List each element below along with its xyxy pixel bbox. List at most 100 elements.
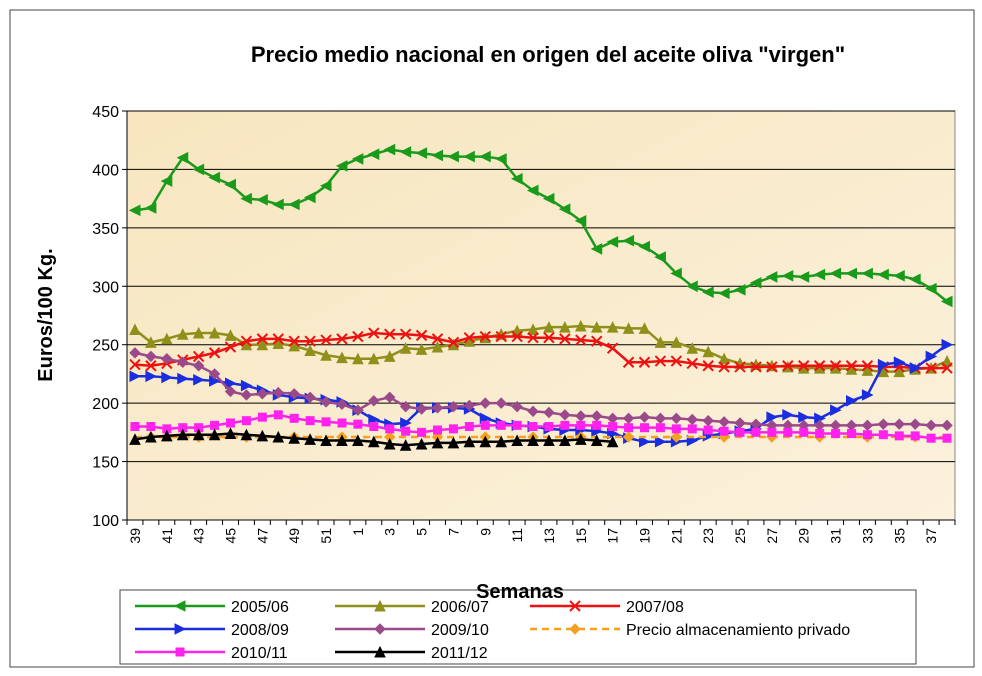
data-point [320,396,332,408]
data-point [431,149,443,162]
data-point [527,405,539,418]
series-line [134,331,948,370]
data-point [224,427,237,440]
data-point [257,412,267,422]
series-line [134,324,948,373]
data-point [129,347,141,359]
data-point [224,385,237,398]
data-point [687,424,697,434]
data-point [431,333,444,345]
data-point [686,280,698,293]
data-point [192,360,205,372]
data-point [352,434,364,447]
data-point [367,352,380,365]
data-point [638,356,651,368]
x-tick-label: 25 [732,528,748,544]
data-point [208,326,221,339]
data-point [303,191,316,204]
data-point [273,410,283,420]
data-point [559,333,571,345]
y-tick-label: 250 [92,338,119,355]
data-point [510,172,523,185]
data-point [447,336,460,349]
data-point [288,432,301,444]
data-point [575,334,587,346]
data-point [797,271,810,283]
data-point [670,412,683,425]
data-point [240,389,253,401]
data-point [559,409,571,421]
data-point [941,362,953,374]
data-point [256,338,269,351]
data-point [940,295,953,308]
data-point [559,321,571,333]
x-tick-label: 29 [796,528,812,544]
data-point [606,236,619,248]
data-point [145,350,157,363]
data-point [415,329,428,342]
data-point [511,400,523,413]
data-point [479,330,491,343]
data-point [512,420,522,430]
data-point [608,422,618,432]
data-point [831,429,841,439]
data-point [463,399,476,412]
data-point [129,370,142,383]
data-point [208,347,221,359]
data-point [351,153,364,165]
data-point [192,163,205,176]
data-point [384,328,396,340]
data-point [210,420,220,430]
plot-area [126,110,956,521]
data-point [288,388,300,400]
x-tick-label: 49 [286,528,302,544]
legend-marker [175,647,185,657]
data-point [749,276,762,289]
data-point [447,400,460,413]
x-tick-label: 15 [573,528,589,544]
data-point [335,160,348,172]
data-point [783,427,793,437]
data-point [367,148,380,161]
data-point [511,434,523,447]
legend-label: 2007/08 [626,599,684,616]
data-point [226,418,235,428]
data-point [861,267,873,280]
data-point [353,419,363,429]
data-point [654,435,667,448]
y-tick-label: 200 [92,396,119,413]
data-point [622,322,635,334]
x-tick-label: 33 [859,528,875,544]
data-point [399,328,412,340]
data-point [145,360,157,372]
data-point [845,267,857,280]
data-point [368,395,380,407]
legend-label: 2011/12 [431,645,488,662]
data-point [337,418,347,428]
x-tick-label: 3 [382,528,398,536]
data-point [909,362,922,374]
data-point [304,391,316,404]
data-point [320,334,332,346]
data-point [208,428,221,441]
data-point [240,192,252,205]
data-point [590,243,603,255]
data-point [495,153,507,165]
legend-marker [569,600,581,612]
data-point [352,404,364,416]
data-point [176,151,189,164]
data-point [528,422,538,432]
data-point [272,198,284,211]
data-point [655,423,665,433]
legend-marker [374,599,386,612]
data-point [495,397,507,409]
data-point [383,437,396,450]
x-tick-label: 47 [254,528,270,544]
data-point [192,428,205,441]
data-point [877,418,890,430]
data-point [463,150,475,163]
x-tick-label: 43 [191,528,207,544]
data-point [336,398,348,411]
data-point [926,433,936,443]
data-point [590,434,603,447]
